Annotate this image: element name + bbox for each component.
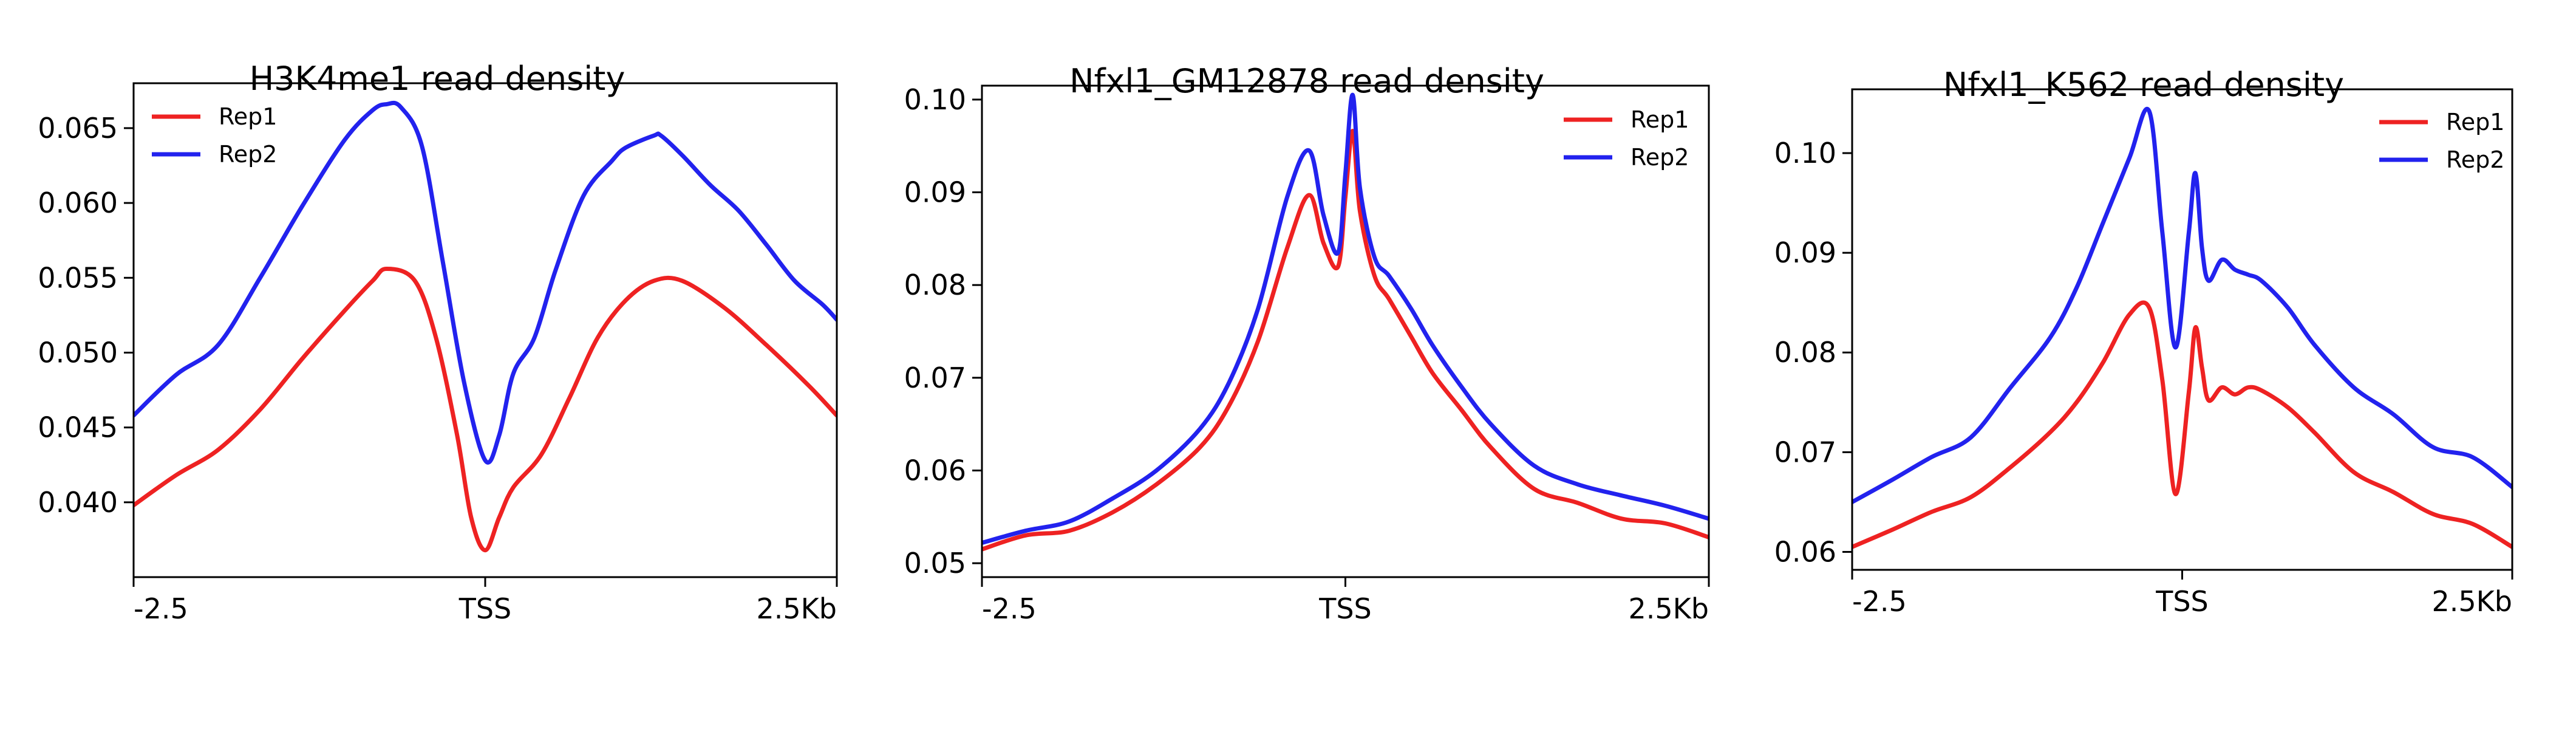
legend-label-rep2: Rep2 [1630, 144, 1689, 171]
x-tick-label: 2.5Kb [1628, 592, 1709, 625]
chart-panel-3: 0.06 0.07 0.08 0.09 0.10 -2.5 TSS 2.5Kb Nfxl1_K5… [1774, 66, 2513, 618]
x-tick-label: -2.5 [134, 592, 188, 625]
chart-panel-1: 0.040 0.045 0.050 0.055 0.060 0.065 -2.5 TSS 2.5… [38, 60, 838, 625]
y-tick-label: 0.09 [904, 176, 966, 209]
legend-label-rep2: Rep2 [219, 141, 277, 168]
series-line-rep2 [982, 92, 1709, 545]
chart-title: Nfxl1_K562 read density [1943, 66, 2344, 104]
y-tick-label: 0.05 [904, 547, 966, 580]
y-tick-label: 0.045 [38, 411, 118, 444]
series-line-rep1 [1852, 300, 2512, 549]
y-tick-label: 0.10 [904, 83, 966, 116]
y-tick-label: 0.050 [38, 336, 118, 369]
y-tick-label: 0.065 [38, 112, 118, 145]
legend-label-rep1: Rep1 [219, 103, 277, 130]
y-tick-label: 0.040 [38, 486, 118, 519]
x-tick-label: TSS [2155, 585, 2209, 618]
legend-label-rep1: Rep1 [2446, 109, 2504, 135]
y-tick-label: 0.060 [38, 187, 118, 219]
y-tick-label: 0.06 [1774, 535, 1836, 568]
legend-label-rep2: Rep2 [2446, 146, 2504, 173]
series-line-rep2 [134, 100, 837, 465]
y-tick-label: 0.09 [1774, 236, 1836, 269]
x-tick-label: 2.5Kb [756, 592, 837, 625]
y-tick-label: 0.07 [1774, 436, 1836, 468]
chart-panel-2: 0.05 0.06 0.07 0.08 0.09 0.10 -2.5 TSS 2.5Kb Nfxl… [904, 62, 1710, 625]
x-tick-label: 2.5Kb [2431, 585, 2512, 618]
chart-title: H3K4me1 read density [250, 60, 625, 98]
y-tick-label: 0.10 [1774, 137, 1836, 169]
y-tick-label: 0.06 [904, 454, 966, 487]
x-tick-label: -2.5 [1852, 585, 1907, 618]
y-tick-label: 0.08 [904, 269, 966, 301]
series-line-rep1 [134, 267, 837, 553]
y-tick-label: 0.055 [38, 261, 118, 294]
y-tick-label: 0.07 [904, 361, 966, 394]
series-line-rep2 [1852, 107, 2512, 504]
y-tick-label: 0.08 [1774, 336, 1836, 369]
legend-label-rep1: Rep1 [1630, 106, 1689, 133]
x-tick-label: TSS [1318, 592, 1372, 625]
x-tick-label: -2.5 [982, 592, 1037, 625]
x-tick-label: TSS [458, 592, 512, 625]
chart-title: Nfxl1_GM12878 read density [1069, 62, 1544, 100]
